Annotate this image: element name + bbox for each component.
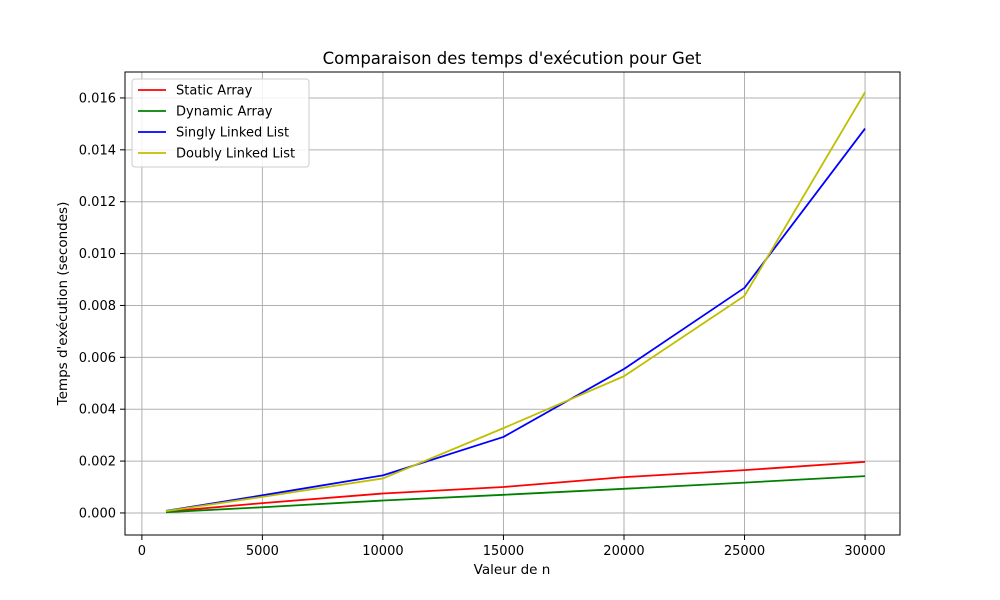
y-tick-label: 0.010 — [79, 247, 116, 262]
legend-label: Static Array — [176, 84, 253, 99]
x-tick-label: 10000 — [362, 544, 403, 559]
y-tick-label: 0.000 — [79, 506, 116, 521]
x-axis-title: Valeur de n — [474, 562, 551, 578]
y-axis-ticks: 0.000 0.002 0.004 0.006 0.008 0.010 0.012 0.014… — [79, 91, 125, 521]
x-tick-label: 0 — [138, 544, 146, 559]
x-axis-ticks: 0 5000 10000 15000 20000 25000 30000 — [138, 535, 886, 559]
chart-title: Comparaison des temps d'exécution pour G… — [323, 49, 702, 68]
x-tick-label: 25000 — [724, 544, 765, 559]
y-tick-label: 0.014 — [79, 143, 116, 158]
grid — [125, 72, 900, 535]
legend-box — [131, 78, 310, 168]
y-tick-label: 0.012 — [79, 195, 116, 210]
x-tick-label: 5000 — [246, 544, 279, 559]
x-tick-label: 20000 — [603, 544, 644, 559]
series-lines — [165, 91, 866, 514]
x-tick-label: 30000 — [844, 544, 885, 559]
y-axis-title: Temps d'exécution (secondes) — [55, 202, 71, 407]
series-line-doubly-linked-list — [165, 91, 866, 513]
legend: Static Array Dynamic Array Singly Linked L… — [131, 78, 310, 168]
y-tick-label: 0.006 — [79, 351, 116, 366]
series-line-static-array — [165, 460, 866, 513]
y-tick-label: 0.004 — [79, 403, 116, 418]
legend-label: Dynamic Array — [176, 105, 273, 120]
y-tick-label: 0.002 — [79, 455, 116, 470]
legend-label: Doubly Linked List — [176, 147, 295, 162]
x-tick-label: 15000 — [483, 544, 524, 559]
series-line-singly-linked-list — [165, 128, 866, 512]
legend-label: Singly Linked List — [176, 126, 289, 141]
y-tick-label: 0.016 — [79, 91, 116, 106]
plot-frame — [124, 71, 901, 536]
y-tick-label: 0.008 — [79, 299, 116, 314]
series-line-dynamic-array — [165, 475, 866, 514]
